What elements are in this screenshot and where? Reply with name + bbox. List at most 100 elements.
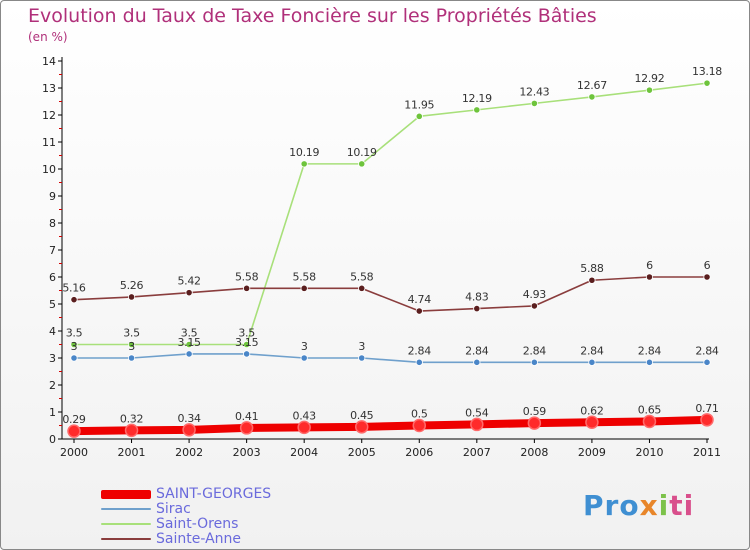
legend-item-saint-orens: Saint-Orens — [101, 516, 238, 532]
data-label: 3 — [358, 340, 365, 353]
data-label: 0.45 — [350, 409, 374, 422]
legend-item-saint-georges: SAINT-GEORGES — [101, 486, 271, 502]
legend-swatch — [101, 508, 151, 510]
legend-item-sirac: Sirac — [101, 501, 191, 517]
legend-swatch — [101, 538, 151, 540]
series-line-sainte-anne — [73, 276, 708, 312]
legend-label: Saint-Orens — [156, 516, 239, 532]
y-tick-label: 0 — [49, 433, 56, 446]
series-line-sirac — [73, 353, 708, 364]
data-point — [127, 293, 136, 301]
data-point — [239, 421, 254, 435]
y-tick-label: 2 — [49, 379, 56, 392]
x-tick-label: 2011 — [693, 446, 721, 459]
y-tick-label: 1 — [49, 406, 56, 419]
data-point — [185, 350, 193, 358]
data-point — [642, 414, 657, 429]
data-point — [645, 86, 654, 94]
data-point — [358, 284, 366, 292]
data-label: 3 — [128, 340, 135, 353]
data-point — [473, 358, 481, 366]
data-point — [185, 289, 193, 297]
legend-swatch — [101, 489, 151, 499]
data-point — [412, 418, 427, 433]
data-label: 0.71 — [695, 402, 718, 415]
data-point — [127, 354, 136, 362]
data-label: 0.34 — [177, 412, 201, 425]
data-point — [185, 340, 193, 349]
data-label: 5.58 — [235, 270, 259, 283]
series-line-saint-georges — [70, 415, 711, 436]
data-point — [700, 413, 714, 427]
data-point — [530, 99, 538, 107]
data-point — [703, 358, 711, 366]
y-tick-label: 13 — [42, 82, 56, 95]
data-point — [530, 302, 538, 310]
data-point — [243, 350, 251, 358]
data-label: 3.5 — [66, 327, 83, 340]
chart-title: Evolution du Taux de Taxe Foncière sur l… — [28, 5, 597, 27]
x-tick-label: 2010 — [635, 446, 663, 459]
data-label: 3.5 — [238, 327, 255, 340]
data-point — [70, 296, 78, 304]
data-point — [182, 423, 196, 437]
legend-label: Sainte-Anne — [156, 531, 242, 547]
data-point — [588, 276, 596, 284]
x-tick-label: 2006 — [405, 446, 433, 459]
data-label: 13.18 — [692, 65, 722, 78]
data-label: 5.88 — [580, 262, 604, 275]
data-point — [124, 423, 139, 438]
data-point — [67, 424, 81, 438]
data-point — [703, 79, 711, 87]
y-tick-label: 7 — [49, 244, 56, 257]
legend-label: Sirac — [156, 501, 191, 517]
y-tick-label: 10 — [42, 163, 56, 176]
data-label: 0.29 — [62, 413, 86, 426]
data-label: 6 — [704, 259, 711, 272]
data-point — [300, 160, 308, 168]
data-label: 0.59 — [523, 405, 547, 418]
data-point — [415, 307, 423, 315]
data-point — [415, 112, 423, 120]
data-label: 12.92 — [634, 72, 664, 85]
data-label: 3.5 — [123, 327, 140, 340]
data-label: 0.5 — [411, 408, 428, 421]
data-label: 0.32 — [120, 412, 143, 425]
data-label: 2.84 — [638, 344, 662, 357]
data-label: 5.42 — [177, 275, 200, 288]
y-tick-label: 12 — [42, 109, 56, 122]
data-label: 2.84 — [465, 344, 489, 357]
y-tick-label: 3 — [49, 352, 56, 365]
data-label: 2.84 — [523, 344, 547, 357]
data-point — [470, 417, 484, 432]
data-label: 3 — [71, 340, 78, 353]
data-label: 5.16 — [62, 282, 86, 295]
chart-subtitle: (en %) — [28, 30, 68, 44]
data-point — [527, 416, 542, 430]
data-labels: 3.5 3.5 3.5 3.5 10.19 10.19 11.95 12.19 12.43 12.… — [62, 65, 722, 426]
data-point — [530, 358, 538, 366]
data-label: 6 — [646, 259, 653, 272]
legend-label: SAINT-GEORGES — [156, 486, 272, 502]
data-point — [300, 354, 308, 362]
data-point — [297, 420, 311, 435]
data-label: 4.74 — [408, 293, 432, 306]
data-label: 10.19 — [347, 146, 377, 159]
x-tick-label: 2000 — [60, 446, 88, 459]
data-label: 0.65 — [638, 403, 662, 416]
data-label: 5.26 — [120, 279, 144, 292]
data-label: 3.15 — [177, 336, 201, 349]
data-label: 3.5 — [181, 327, 198, 340]
data-label: 12.67 — [577, 79, 607, 92]
y-tick-label: 14 — [42, 55, 56, 68]
data-point — [70, 340, 78, 349]
y-tick-label: 8 — [49, 217, 56, 230]
data-label: 0.62 — [580, 404, 603, 417]
data-label: 4.83 — [465, 291, 489, 304]
data-point — [300, 284, 308, 292]
data-label: 2.84 — [408, 344, 432, 357]
data-point — [243, 340, 251, 349]
x-tick-label: 2004 — [290, 446, 318, 459]
